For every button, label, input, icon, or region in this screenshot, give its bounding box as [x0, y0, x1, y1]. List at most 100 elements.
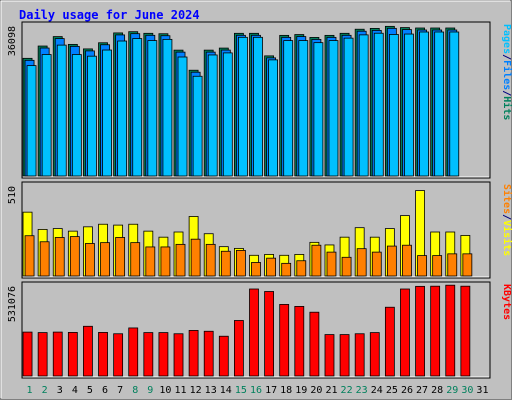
bar-bottom-kbytes-13: [203, 330, 214, 377]
bar-bottom-kbytes-6: [98, 332, 108, 377]
x-tick-label-29: 29: [446, 385, 458, 396]
bar-bottom-kbytes-20: [309, 311, 320, 377]
bar-bottom-kbytes-1: [22, 331, 33, 377]
bar-bottom-kbytes-8: [128, 327, 139, 377]
bar-top-pages-13: [207, 54, 218, 177]
bar-bottom-kbytes-16: [249, 288, 259, 377]
bar-bottom-kbytes-26: [400, 288, 410, 377]
bar-bottom-kbytes-9: [143, 332, 154, 377]
bar-bottom-kbytes-10: [158, 332, 169, 377]
bar-top-pages-5: [87, 55, 97, 177]
bar-middle-sites-3: [54, 237, 65, 277]
bar-middle-sites-29: [447, 253, 458, 277]
bar-bottom-kbytes-22: [339, 334, 350, 377]
x-tick-label-10: 10: [159, 385, 171, 396]
bar-top-pages-21: [328, 40, 339, 177]
x-tick-label-25: 25: [386, 385, 398, 396]
x-tick-label-15: 15: [235, 385, 247, 396]
bar-middle-sites-8: [130, 242, 141, 277]
x-tick-label-9: 9: [147, 385, 153, 396]
bar-middle-sites-21: [326, 251, 337, 277]
x-tick-label-1: 1: [27, 385, 33, 396]
bar-top-pages-1: [26, 65, 37, 177]
bar-middle-sites-7: [115, 237, 126, 277]
bar-middle-sites-10: [160, 246, 171, 277]
bar-bottom-kbytes-5: [83, 325, 93, 377]
bar-top-pages-23: [358, 34, 369, 177]
bar-middle-sites-13: [205, 243, 216, 277]
x-tick-label-18: 18: [280, 385, 292, 396]
bar-top-pages-28: [434, 31, 445, 177]
panel-bottom-legend: KBytes: [501, 284, 512, 320]
bar-middle-sites-24: [371, 251, 382, 277]
panel-top-legend: Pages/Files/Hits: [501, 24, 512, 120]
panel-top-legend-part: /: [501, 90, 512, 96]
x-tick-label-17: 17: [265, 385, 277, 396]
panel-top-legend-part: Pages: [501, 24, 512, 54]
x-tick-label-6: 6: [102, 385, 108, 396]
x-tick-label-12: 12: [190, 385, 202, 396]
panel-top-legend-part: /: [501, 54, 512, 60]
bar-top-pages-17: [268, 59, 278, 177]
bar-top-pages-10: [162, 38, 173, 177]
bar-top-pages-6: [102, 49, 112, 177]
bar-middle-sites-12: [190, 238, 201, 277]
x-tick-label-24: 24: [371, 385, 383, 396]
x-tick-label-20: 20: [310, 385, 322, 396]
x-tick-label-23: 23: [356, 385, 368, 396]
bar-middle-sites-28: [432, 255, 443, 277]
x-tick-label-21: 21: [325, 385, 337, 396]
bar-bottom-kbytes-29: [445, 284, 456, 377]
chart-title: Daily usage for June 2024: [19, 8, 200, 22]
bar-bottom-kbytes-14: [218, 335, 229, 377]
x-tick-label-19: 19: [295, 385, 307, 396]
panel-middle-ymax-label: 510: [7, 186, 18, 204]
x-tick-label-22: 22: [341, 385, 353, 396]
panel-top-legend-part: Hits: [501, 96, 512, 120]
panel-bottom-legend-part: KBytes: [501, 284, 512, 320]
bar-middle-sites-5: [85, 243, 95, 277]
bar-bottom-kbytes-27: [415, 285, 425, 377]
x-tick-label-4: 4: [72, 385, 78, 396]
bar-bottom-kbytes-24: [369, 332, 380, 377]
bar-top-pages-22: [343, 37, 354, 177]
bar-middle-sites-15: [236, 249, 246, 277]
x-tick-label-11: 11: [174, 385, 186, 396]
bar-bottom-kbytes-2: [37, 332, 48, 377]
bar-top-pages-7: [117, 40, 128, 177]
bar-bottom-kbytes-17: [264, 291, 274, 377]
bar-middle-sites-26: [402, 244, 412, 277]
bar-middle-sites-1: [24, 235, 35, 277]
panel-bottom-ymax-label: 531076: [7, 286, 18, 322]
bar-bottom-kbytes-21: [324, 334, 335, 377]
bar-middle-sites-2: [39, 241, 50, 277]
bar-top-pages-2: [41, 54, 52, 177]
bar-top-pages-14: [222, 52, 233, 177]
bar-middle-sites-18: [281, 262, 292, 277]
bar-middle-sites-22: [341, 256, 352, 277]
bar-middle-sites-16: [251, 262, 261, 277]
bar-bottom-kbytes-30: [460, 285, 471, 377]
x-tick-label-27: 27: [416, 385, 428, 396]
x-tick-label-3: 3: [57, 385, 63, 396]
bar-middle-sites-11: [175, 243, 186, 277]
bar-bottom-kbytes-3: [52, 331, 63, 377]
x-tick-label-2: 2: [42, 385, 48, 396]
bar-bottom-kbytes-12: [188, 330, 199, 377]
bar-top-pages-3: [56, 44, 67, 177]
bar-top-pages-29: [449, 31, 460, 177]
bar-bottom-kbytes-18: [279, 304, 290, 377]
x-tick-label-5: 5: [87, 385, 93, 396]
bar-middle-sites-17: [266, 257, 276, 277]
bar-top-pages-20: [313, 42, 324, 177]
bar-top-pages-15: [238, 36, 248, 177]
x-tick-label-8: 8: [132, 385, 138, 396]
bar-middle-sites-27: [417, 255, 427, 277]
panel-top-ymax-label: 36098: [7, 26, 18, 56]
bar-bottom-kbytes-23: [354, 333, 365, 377]
bar-top-pages-25: [388, 34, 399, 177]
bar-bottom-kbytes-4: [67, 332, 78, 377]
bar-middle-sites-20: [311, 244, 322, 277]
